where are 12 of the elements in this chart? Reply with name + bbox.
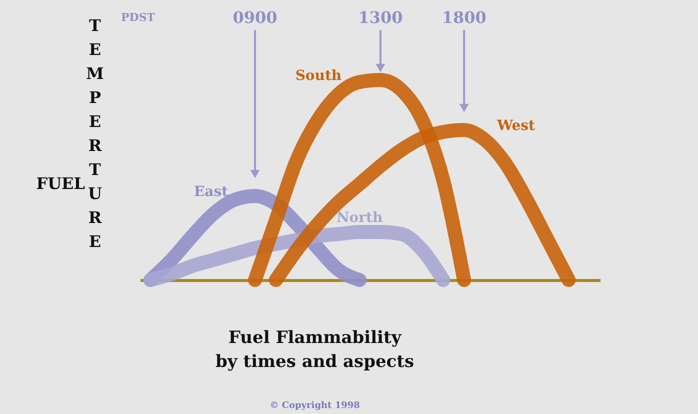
text: Fuel Flammability by times and aspects — [216, 328, 414, 372]
text: 1800 — [442, 8, 486, 27]
text: FUEL — [36, 174, 85, 193]
series-label: West — [496, 118, 536, 134]
text: © Copyright 1998 — [270, 401, 360, 411]
series-label: South — [295, 68, 342, 84]
series-label: East — [194, 184, 229, 200]
text: 1300 — [358, 8, 403, 27]
series-label: North — [336, 210, 383, 226]
text: 0900 — [232, 8, 278, 27]
text: TEMPERTURE — [86, 16, 104, 251]
text: PDST — [121, 11, 156, 24]
